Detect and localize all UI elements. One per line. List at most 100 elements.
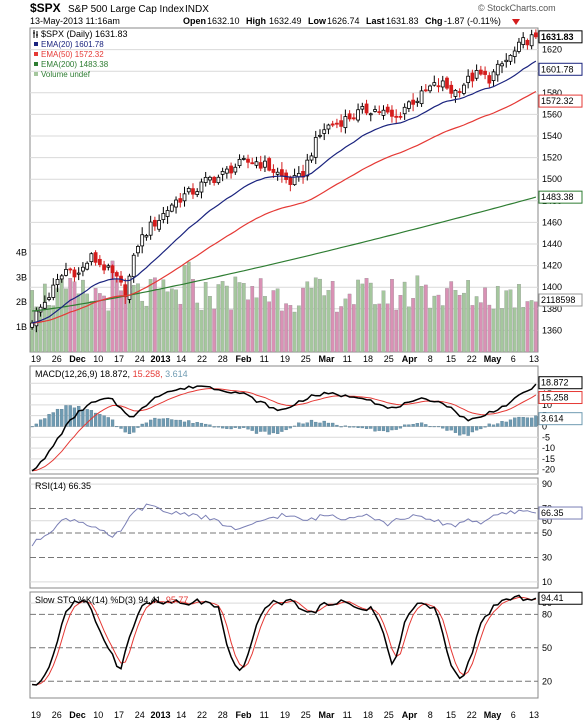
sto-badge-box: [538, 591, 583, 605]
sto-panel: 9080502094.41 Slow STO %K(14) %D(3) 94.4…: [29, 591, 583, 699]
volume-badge: 2118598: [538, 293, 583, 307]
macd-badge: 18.872: [538, 376, 583, 390]
candle-body: [373, 109, 377, 112]
macd-hist-bar: [517, 416, 521, 427]
volume-bar: [407, 306, 411, 353]
candle-body: [521, 37, 526, 45]
date-tick-label: 22: [467, 354, 477, 364]
ema50-badge-box: [538, 94, 583, 108]
candle-body: [110, 265, 115, 274]
hist-badge-text: 3.614: [541, 414, 564, 424]
volume-bar: [445, 288, 449, 353]
date-tick-label: 19: [31, 710, 41, 720]
macd-hist-bar: [149, 419, 153, 427]
candle-body: [224, 168, 229, 174]
volume-bar: [93, 288, 98, 353]
volume-bar: [292, 311, 297, 353]
macd-hist-bar: [474, 426, 479, 431]
candle-body: [59, 275, 64, 280]
ema20-badge-text: 1601.78: [541, 64, 574, 74]
volume-bar: [419, 286, 424, 353]
volume-bar: [330, 281, 335, 353]
date-tick-label: 26: [52, 710, 62, 720]
ema20-badge-box: [538, 62, 583, 76]
macd-hist-bar: [415, 423, 419, 427]
candle-body: [165, 210, 170, 217]
candle-body: [360, 106, 365, 110]
macd-hist-bar: [280, 426, 284, 432]
macd-hist-bar: [51, 412, 55, 427]
rsi-badge-text: 66.35: [541, 508, 564, 518]
candle-body: [402, 106, 407, 115]
macd-hist-bar: [170, 419, 174, 427]
candle-body: [487, 75, 492, 84]
volume-swatch: [34, 72, 38, 76]
date-tick-label: 10: [93, 354, 103, 364]
macd-hist-bar: [254, 426, 259, 434]
candle-body: [343, 116, 348, 129]
date-tick-label: 15: [446, 710, 456, 720]
volume-bar: [474, 296, 479, 353]
legend-ema20: EMA(20) 1601.78: [41, 40, 104, 49]
macd-hist-bar: [106, 417, 110, 427]
volume-bar: [415, 275, 420, 353]
macd-hist-bar: [68, 405, 72, 427]
volume-bar: [432, 295, 437, 353]
volume-bar: [423, 284, 428, 353]
legend-volume: Volume undef: [41, 70, 91, 79]
macd-hist-bar: [407, 424, 411, 427]
volume-bar: [491, 308, 496, 353]
ema200-badge-text: 1483.38: [541, 192, 574, 202]
price-tick-label: 1420: [542, 261, 562, 271]
candle-body: [428, 85, 432, 92]
macd-hist-bar: [174, 419, 178, 427]
candle-body: [174, 199, 178, 208]
quote-open-label: Open: [183, 16, 206, 26]
volume-bar: [254, 297, 259, 353]
quote-last-label: Last: [366, 16, 385, 26]
sto-lines: [32, 594, 537, 686]
macd-hist-bar: [445, 426, 449, 431]
volume-bar: [76, 293, 81, 353]
macd-hist-bar: [314, 421, 318, 427]
volume-bar: [301, 287, 305, 353]
candle-body: [195, 191, 200, 195]
macd-hist-bar: [525, 417, 530, 427]
volume-bar: [402, 281, 407, 353]
candle-body: [233, 166, 238, 173]
volume-bar: [241, 283, 246, 353]
volume-bar: [284, 303, 288, 353]
date-tick-label: 14: [176, 354, 186, 364]
date-tick-label: 19: [31, 354, 41, 364]
volume-bar: [144, 305, 149, 353]
macd-hist-bar: [318, 422, 322, 427]
rsi-legend: RSI(14) 66.35: [35, 481, 91, 491]
candle-body: [381, 109, 386, 116]
date-axis-bottom: 19 26 Dec 10 17 24 2013 14 22 28 Feb 11 19 25 Mar 11 18 2…: [31, 710, 539, 720]
candle-body: [216, 176, 221, 184]
candle-body: [449, 84, 454, 94]
rsi-tick-label: 60: [542, 516, 552, 526]
volume-bar: [504, 290, 509, 353]
date-axis-top: 19 26 Dec 10 17 24 2013 14 22 28 Feb 11 19 25 Mar 11 18 2…: [31, 354, 539, 364]
signal-badge-text: 15.258: [541, 393, 569, 403]
price-tick-label: 1540: [542, 131, 562, 141]
candle-body: [153, 219, 157, 227]
macd-hist-bar: [153, 417, 157, 427]
price-tick-label: 1400: [542, 282, 562, 292]
macd-hist-bar: [343, 425, 348, 427]
candle-body: [390, 109, 394, 117]
candle-body: [491, 71, 496, 81]
macd-hist-bar: [77, 406, 81, 427]
volume-bar: [199, 310, 204, 353]
macd-hist-bar: [199, 422, 204, 427]
candle-body: [440, 80, 445, 88]
macd-hist-bar: [216, 426, 221, 428]
candle-body: [140, 234, 145, 247]
exchange-code: INDX: [185, 4, 209, 15]
macd-hist-bar: [208, 424, 212, 427]
candle-body: [51, 284, 56, 298]
volume-bar: [453, 290, 458, 353]
rsi-line-layer: [31, 503, 536, 547]
volume-bar: [182, 265, 187, 353]
